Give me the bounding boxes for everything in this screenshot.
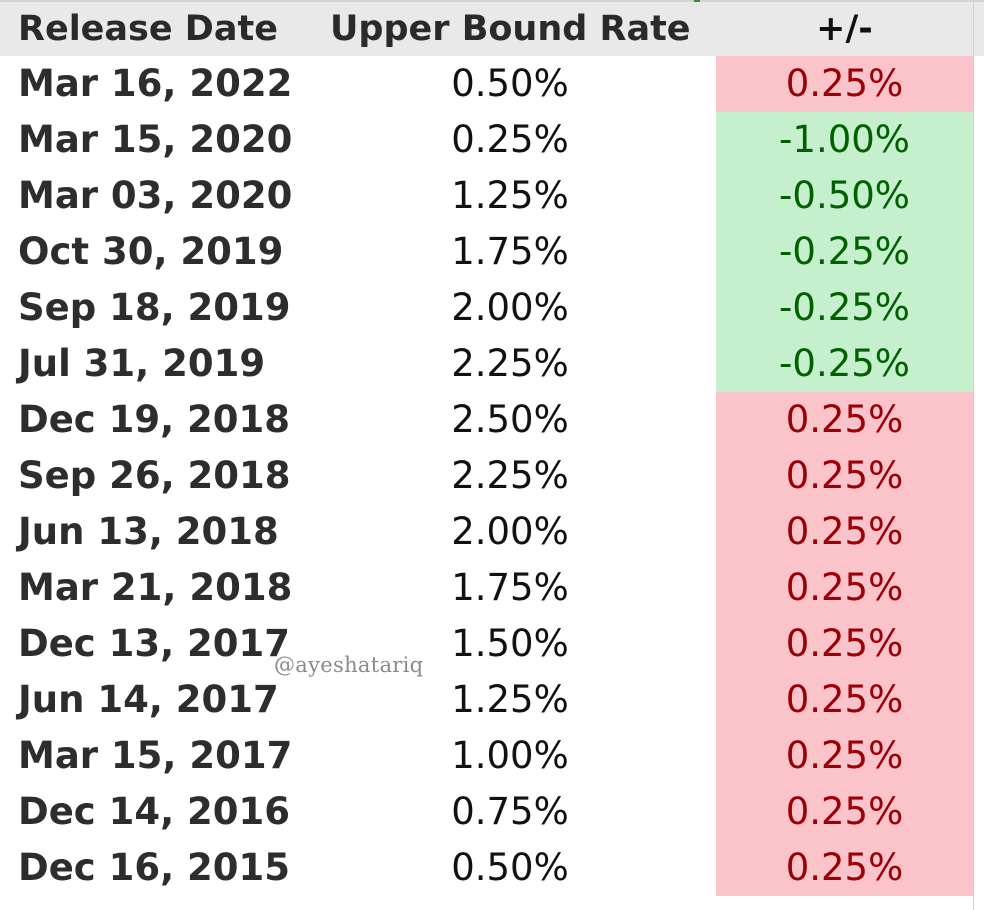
table-row: Dec 13, 2017 1.50% 0.25% [0, 616, 984, 672]
change-cell[interactable]: 0.25% [716, 616, 973, 672]
change-cell[interactable]: 0.25% [716, 672, 973, 728]
release-date-cell[interactable]: Mar 16, 2022 [18, 62, 293, 105]
upper-bound-rate-cell[interactable]: 0.50% [451, 62, 569, 105]
change-cell[interactable]: 0.25% [716, 784, 973, 840]
release-date-cell[interactable]: Mar 21, 2018 [18, 566, 293, 609]
table-row: Jun 14, 2017 1.25% 0.25% [0, 672, 984, 728]
change-cell[interactable]: -1.00% [716, 112, 973, 168]
release-date-cell[interactable]: Dec 14, 2016 [18, 790, 291, 833]
table-row: Mar 15, 2017 1.00% 0.25% [0, 728, 984, 784]
upper-bound-rate-cell[interactable]: 1.75% [451, 566, 569, 609]
change-cell[interactable]: -0.25% [716, 224, 973, 280]
header-release-date[interactable]: Release Date [18, 9, 278, 49]
upper-bound-rate-cell[interactable]: 2.25% [451, 342, 569, 385]
table-row: Sep 18, 2019 2.00% -0.25% [0, 280, 984, 336]
upper-bound-rate-cell[interactable]: 1.50% [451, 622, 569, 665]
table-row: Sep 26, 2018 2.25% 0.25% [0, 448, 984, 504]
upper-bound-rate-cell[interactable]: 1.25% [451, 174, 569, 217]
upper-bound-rate-cell[interactable]: 0.75% [451, 790, 569, 833]
release-date-cell[interactable]: Mar 03, 2020 [18, 174, 293, 217]
table-row: Mar 15, 2020 0.25% -1.00% [0, 112, 984, 168]
release-date-cell[interactable]: Sep 26, 2018 [18, 454, 291, 497]
table-header-row: Release Date Upper Bound Rate +/- [0, 2, 984, 56]
table-row: Mar 21, 2018 1.75% 0.25% [0, 560, 984, 616]
change-cell[interactable]: 0.25% [716, 392, 973, 448]
release-date-cell[interactable]: Jun 13, 2018 [18, 510, 279, 553]
header-upper-bound-rate[interactable]: Upper Bound Rate [330, 9, 691, 49]
sheet-top-border [0, 0, 984, 2]
selection-marker [694, 0, 700, 2]
column-border [973, 0, 974, 910]
table-row: Mar 03, 2020 1.25% -0.50% [0, 168, 984, 224]
release-date-cell[interactable]: Mar 15, 2017 [18, 734, 293, 777]
change-cell[interactable]: -0.25% [716, 280, 973, 336]
upper-bound-rate-cell[interactable]: 2.50% [451, 398, 569, 441]
release-date-cell[interactable]: Dec 13, 2017 [18, 622, 291, 665]
upper-bound-rate-cell[interactable]: 2.25% [451, 454, 569, 497]
table-row: Dec 16, 2015 0.50% 0.25% [0, 840, 984, 896]
table-row: Jul 31, 2019 2.25% -0.25% [0, 336, 984, 392]
change-cell[interactable]: 0.25% [716, 728, 973, 784]
table-row: Mar 16, 2022 0.50% 0.25% [0, 56, 984, 112]
upper-bound-rate-cell[interactable]: 0.50% [451, 846, 569, 889]
change-cell[interactable]: 0.25% [716, 560, 973, 616]
upper-bound-rate-cell[interactable]: 1.25% [451, 678, 569, 721]
change-cell[interactable]: -0.25% [716, 336, 973, 392]
change-cell[interactable]: 0.25% [716, 504, 973, 560]
table-row: Jun 13, 2018 2.00% 0.25% [0, 504, 984, 560]
change-cell[interactable]: 0.25% [716, 840, 973, 896]
release-date-cell[interactable]: Jun 14, 2017 [18, 678, 279, 721]
change-cell[interactable]: 0.25% [716, 448, 973, 504]
upper-bound-rate-cell[interactable]: 2.00% [451, 286, 569, 329]
release-date-cell[interactable]: Dec 19, 2018 [18, 398, 291, 441]
release-date-cell[interactable]: Dec 16, 2015 [18, 846, 291, 889]
upper-bound-rate-cell[interactable]: 0.25% [451, 118, 569, 161]
upper-bound-rate-cell[interactable]: 2.00% [451, 510, 569, 553]
table-row: Dec 19, 2018 2.50% 0.25% [0, 392, 984, 448]
table-row: Dec 14, 2016 0.75% 0.25% [0, 784, 984, 840]
watermark: @ayeshatariq [274, 653, 424, 677]
release-date-cell[interactable]: Oct 30, 2019 [18, 230, 284, 273]
upper-bound-rate-cell[interactable]: 1.00% [451, 734, 569, 777]
header-change[interactable]: +/- [816, 9, 873, 49]
change-cell[interactable]: 0.25% [716, 56, 973, 112]
upper-bound-rate-cell[interactable]: 1.75% [451, 230, 569, 273]
release-date-cell[interactable]: Jul 31, 2019 [18, 342, 266, 385]
table-row: Oct 30, 2019 1.75% -0.25% [0, 224, 984, 280]
release-date-cell[interactable]: Mar 15, 2020 [18, 118, 293, 161]
release-date-cell[interactable]: Sep 18, 2019 [18, 286, 291, 329]
change-cell[interactable]: -0.50% [716, 168, 973, 224]
